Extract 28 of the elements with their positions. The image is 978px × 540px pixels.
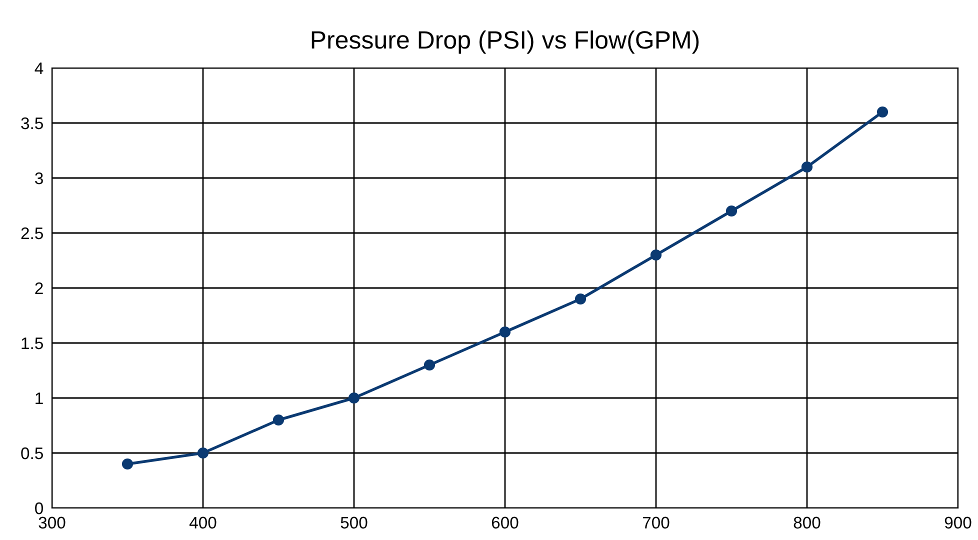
point bbox=[272, 414, 284, 426]
y-tick-label: 2.5 bbox=[21, 227, 43, 240]
x-tick-label: 300 bbox=[38, 516, 66, 529]
point bbox=[801, 161, 813, 173]
x-tick-label: 600 bbox=[492, 516, 518, 529]
y-tick-label: 0 bbox=[35, 502, 44, 514]
x-tick-label: 400 bbox=[189, 516, 216, 529]
x-tick-label: 700 bbox=[642, 516, 670, 529]
y-tick-label: 0.5 bbox=[21, 447, 43, 460]
y-tick-label: 1 bbox=[36, 392, 43, 404]
y-tick-label: 3 bbox=[35, 172, 43, 184]
x-tick-label: 500 bbox=[340, 516, 368, 529]
y-tick-label: 2 bbox=[35, 282, 43, 294]
x-tick-label: 900 bbox=[944, 516, 972, 529]
point bbox=[197, 447, 209, 459]
point bbox=[348, 392, 360, 404]
point bbox=[499, 326, 511, 338]
y-tick-label: 3.5 bbox=[21, 117, 43, 130]
y-tick-label: 4 bbox=[34, 62, 44, 74]
x-tick-label: 800 bbox=[794, 516, 820, 529]
point bbox=[424, 359, 436, 371]
point bbox=[650, 249, 662, 261]
point bbox=[122, 458, 134, 470]
point bbox=[726, 205, 738, 217]
y-tick-label: 1.5 bbox=[22, 338, 43, 350]
point bbox=[876, 106, 888, 118]
point bbox=[574, 293, 586, 305]
chart-title: Pressure Drop (PSI) vs Flow(GPM) bbox=[312, 30, 699, 54]
